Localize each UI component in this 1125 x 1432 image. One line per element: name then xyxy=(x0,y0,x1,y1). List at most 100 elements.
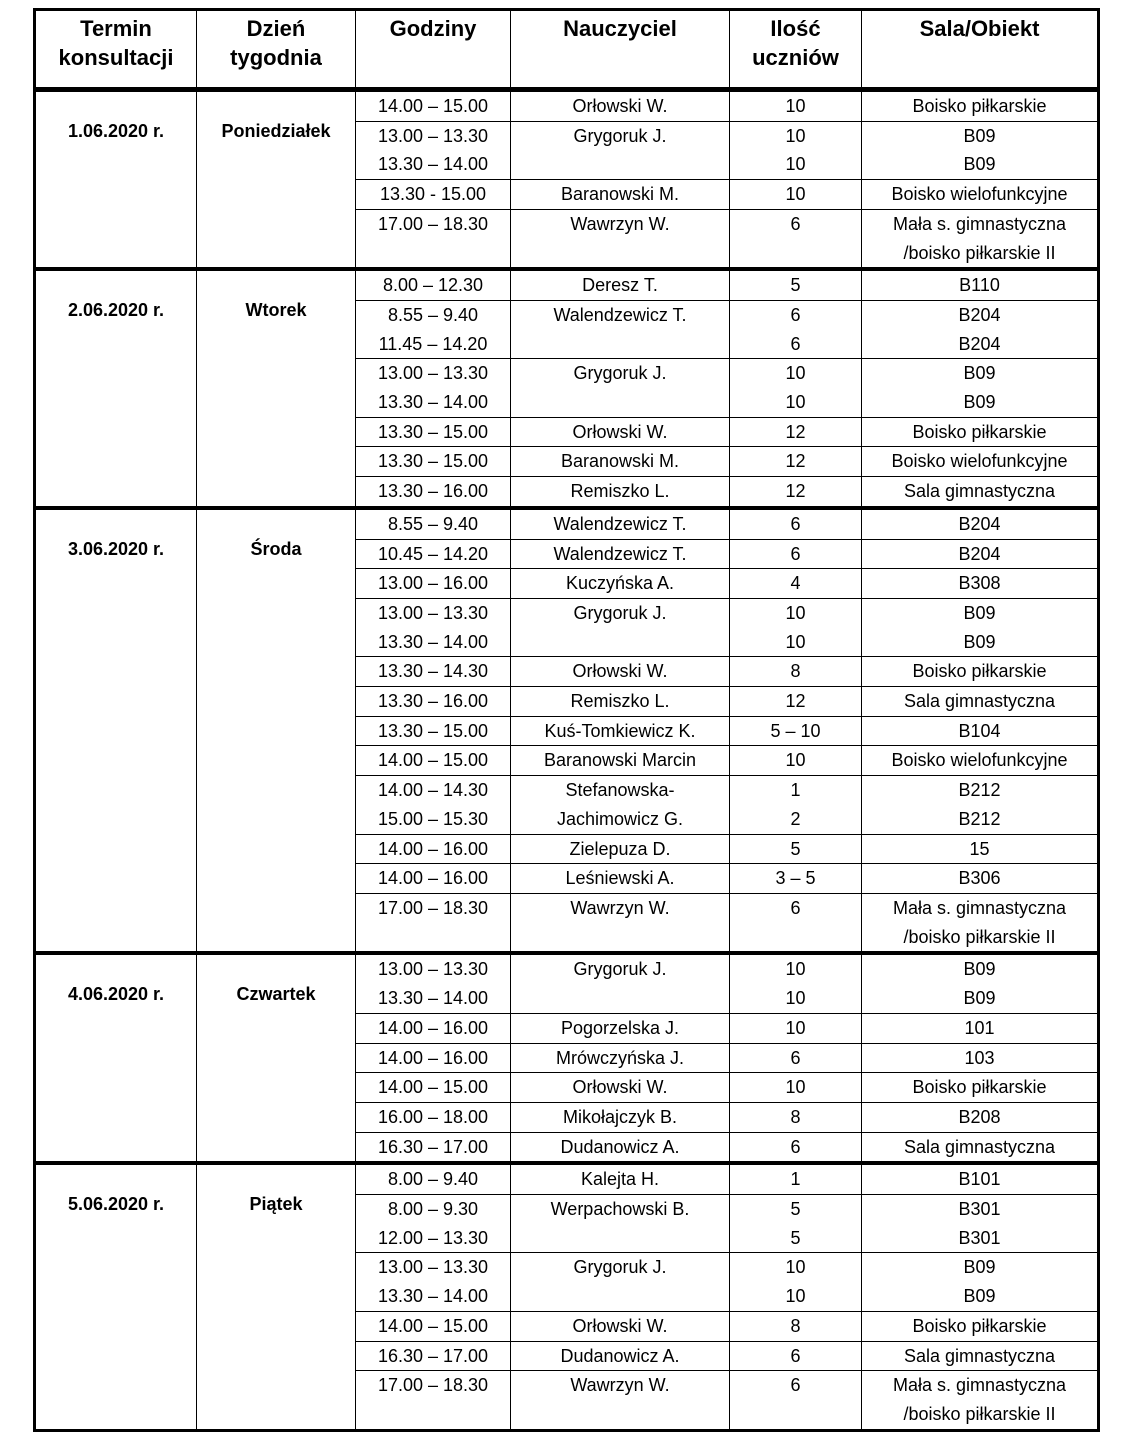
teacher-cell: Orłowski W. xyxy=(510,416,730,448)
room-value: B204 xyxy=(958,304,1001,325)
table-row: 8.00 – 9.30 12.00 – 13.30 Werpachowski B. 5… xyxy=(35,1194,1099,1254)
room-cell: B09 B09 xyxy=(861,597,1099,658)
room-cell: Sala gimnastyczna xyxy=(861,1340,1099,1372)
table-row: 13.00 – 13.30 13.30 – 14.00 Grygoruk J. 10 1… xyxy=(35,597,1099,658)
teacher-name: Kuś-Tomkiewicz K. xyxy=(544,720,696,741)
teacher-cell: Pogorzelska J. xyxy=(510,1012,730,1044)
day-cell: Czwartek xyxy=(196,951,356,1164)
day-cell: Piątek xyxy=(196,1161,356,1431)
count-value: 6 xyxy=(790,543,801,564)
room-cell: B204 xyxy=(861,538,1099,570)
count-value: 6 xyxy=(790,1136,801,1157)
consultation-schedule-table: Termin konsultacji Dzień tygodnia Godzin… xyxy=(33,8,1100,1432)
hours-value: 15.00 – 15.30 xyxy=(377,808,489,829)
hours-cell: 8.00 – 9.40 xyxy=(355,1161,511,1196)
teacher-name: Grygoruk J. xyxy=(573,1257,667,1278)
count-value: 2 xyxy=(790,808,801,829)
count-value: 6 xyxy=(790,304,801,325)
hours-cell: 13.00 – 13.30 13.30 – 14.00 xyxy=(355,1252,511,1312)
room-cell: Boisko piłkarskie xyxy=(861,87,1099,122)
student-count-cell: 6 xyxy=(729,208,862,270)
room-value: B101 xyxy=(958,1169,1001,1190)
student-count-cell: 3 – 5 xyxy=(729,863,862,894)
table-row: 8.55 – 9.40 11.45 – 14.20 Walendzewicz T. 6… xyxy=(35,299,1099,360)
hours-value: 14.00 – 16.00 xyxy=(377,838,489,859)
day-cell: Środa xyxy=(196,505,356,954)
table-row: 13.30 – 14.30 Orłowski W. 8 Boisko piłkarsk… xyxy=(35,656,1099,688)
room-value: Mała s. gimnastyczna /boisko piłkarskie … xyxy=(892,897,1067,947)
hours-value: 14.00 – 16.00 xyxy=(377,1047,489,1068)
student-count-cell: 12 xyxy=(729,446,862,478)
header-student-count: Ilość uczniów xyxy=(729,9,862,90)
count-value: 10 xyxy=(785,1286,806,1307)
teacher-cell: Orłowski W. xyxy=(510,656,730,688)
count-value: 6 xyxy=(790,1375,801,1396)
teacher-cell: Orłowski W. xyxy=(510,1310,730,1342)
teacher-name: Baranowski M. xyxy=(560,451,680,472)
student-count-cell: 10 xyxy=(729,87,862,122)
room-value: 101 xyxy=(964,1017,995,1038)
room-value: Sala gimnastyczna xyxy=(903,1345,1056,1366)
room-value: Mała s. gimnastyczna /boisko piłkarskie … xyxy=(892,213,1067,263)
room-value: Sala gimnastyczna xyxy=(903,691,1056,712)
teacher-cell: Kuś-Tomkiewicz K. xyxy=(510,715,730,747)
room-value: B09 xyxy=(963,154,996,175)
room-value: Boisko piłkarskie xyxy=(912,661,1047,682)
student-count-cell: 10 10 xyxy=(729,597,862,658)
teacher-name: Leśniewski A. xyxy=(565,868,675,889)
date-cell: 5.06.2020 r. xyxy=(34,1161,197,1431)
hours-cell: 16.00 – 18.00 xyxy=(355,1101,511,1133)
room-cell: B110 xyxy=(861,267,1099,301)
teacher-cell: Remiszko L. xyxy=(510,476,730,509)
student-count-cell: 6 xyxy=(729,1340,862,1372)
room-cell: Boisko piłkarskie xyxy=(861,1310,1099,1342)
hours-cell: 13.30 – 16.00 xyxy=(355,686,511,717)
room-cell: Sala gimnastyczna xyxy=(861,476,1099,509)
count-value: 10 xyxy=(785,184,806,205)
teacher-cell: Baranowski M. xyxy=(510,179,730,210)
room-cell: Boisko wielofunkcyjne xyxy=(861,745,1099,777)
hours-value: 13.30 - 15.00 xyxy=(379,184,487,205)
room-value: B208 xyxy=(958,1106,1001,1127)
hours-cell: 8.55 – 9.40 xyxy=(355,505,511,540)
hours-cell: 17.00 – 18.30 xyxy=(355,1370,511,1431)
table-row: 13.30 – 16.00 Remiszko L. 12 Sala gimnastyc… xyxy=(35,476,1099,509)
hours-value: 14.00 – 15.00 xyxy=(377,96,489,116)
table-row: 3.06.2020 r. Środa 8.55 – 9.40 Walendzewicz… xyxy=(34,505,1099,954)
count-value: 6 xyxy=(790,513,801,534)
hours-value: 14.00 – 16.00 xyxy=(377,868,489,889)
hours-value: 13.30 – 16.00 xyxy=(377,691,489,712)
table-row: 13.30 – 16.00 Remiszko L. 12 Sala gimnastyc… xyxy=(35,686,1099,717)
teacher-name: Walendzewicz T. xyxy=(553,513,687,534)
room-value: B204 xyxy=(958,513,1001,534)
hours-cell: 13.30 – 14.30 xyxy=(355,656,511,688)
room-cell: B208 xyxy=(861,1101,1099,1133)
room-value: B104 xyxy=(958,720,1001,741)
room-cell: Boisko wielofunkcyjne xyxy=(861,446,1099,478)
count-value: 6 xyxy=(790,897,801,918)
teacher-name: Baranowski Marcin xyxy=(543,750,697,771)
hours-value: 12.00 – 13.30 xyxy=(377,1227,489,1248)
room-value: Sala gimnastyczna xyxy=(903,481,1056,502)
student-count-cell: 6 xyxy=(729,1131,862,1164)
count-value: 12 xyxy=(785,421,806,442)
date-cell: 4.06.2020 r. xyxy=(34,951,197,1164)
count-value: 10 xyxy=(785,988,806,1009)
table-row: 13.30 - 15.00 Baranowski M. 10 Boisko wielo… xyxy=(35,179,1099,210)
hours-value: 16.00 – 18.00 xyxy=(377,1106,489,1127)
hours-cell: 16.30 – 17.00 xyxy=(355,1131,511,1164)
student-count-cell: 8 xyxy=(729,656,862,688)
teacher-name: Wawrzyn W. xyxy=(570,213,670,234)
room-value: Boisko piłkarskie xyxy=(912,421,1047,442)
student-count-cell: 10 10 xyxy=(729,1252,862,1312)
hours-value: 13.00 – 13.30 xyxy=(377,1257,489,1278)
count-value: 1 xyxy=(790,780,801,801)
room-cell: B301 B301 xyxy=(861,1194,1099,1254)
student-count-cell: 10 10 xyxy=(729,120,862,181)
count-value: 10 xyxy=(785,1077,806,1098)
hours-cell: 13.00 – 13.30 13.30 – 14.00 xyxy=(355,120,511,181)
room-cell: B212 B212 xyxy=(861,775,1099,835)
teacher-cell: Grygoruk J. xyxy=(510,120,730,181)
count-value: 12 xyxy=(785,451,806,472)
date-cell: 2.06.2020 r. xyxy=(34,267,197,509)
